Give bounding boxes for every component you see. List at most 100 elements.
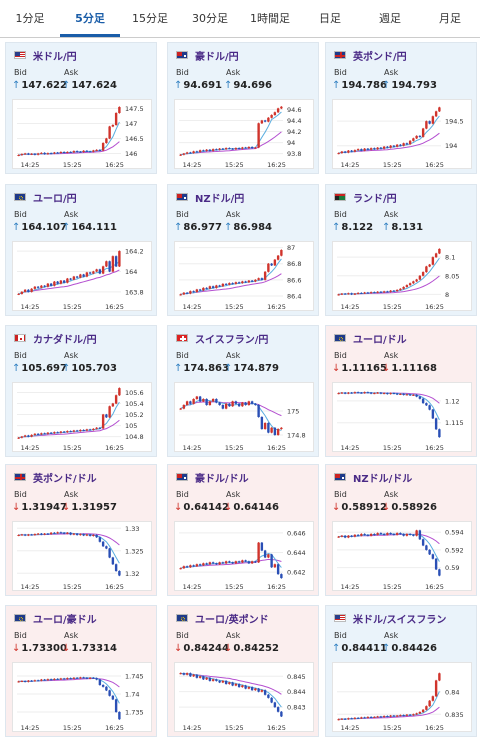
candle	[267, 263, 270, 272]
candlestick-chart[interactable]: 0.594 0.592 0.59 14:25 15:25 16:25	[332, 521, 472, 591]
rate-card[interactable]: スイスフラン/円 Bid Ask ↑174.863 ↑174.879 175 174.8 14…	[167, 325, 319, 457]
candle	[402, 143, 405, 146]
pair-name[interactable]: 英ポンド/円	[353, 51, 407, 63]
rate-card[interactable]: 英ポンド/ドル Bid Ask ↓1.31947 ↓1.31957 1.33 1.325 1.…	[5, 464, 157, 596]
candle	[369, 292, 373, 294]
rate-card[interactable]: ユーロ/円 Bid Ask ↑164.107 ↑164.111 164.2 164 163.8…	[5, 184, 157, 316]
candle	[395, 715, 399, 717]
ma-short-line	[180, 111, 282, 156]
tab-7[interactable]: 月足	[439, 12, 461, 25]
tab-4[interactable]: 1時間足	[250, 12, 290, 25]
candle	[108, 690, 111, 696]
pair-name[interactable]: 米ドル/スイスフラン	[353, 614, 447, 626]
pair-name[interactable]: ランド/円	[353, 193, 397, 205]
candlestick-chart[interactable]: 0.646 0.644 0.642 14:25 15:25 16:25	[174, 521, 314, 591]
rate-card[interactable]: NZドル/円 Bid Ask ↑86.977 ↑86.984 87 86.8 86.6 86.4…	[167, 184, 319, 316]
candle	[88, 534, 92, 536]
pair-name[interactable]: 豪ドル/円	[195, 51, 239, 63]
pair-name[interactable]: NZドル/ドル	[353, 473, 413, 485]
y-tick-label: 93.8	[287, 150, 301, 158]
pair-name[interactable]: ユーロ/豪ドル	[33, 614, 97, 626]
rate-card[interactable]: ランド/円 Bid Ask ↑8.122 ↑8.131 8.1 8.05 8 14:25 15:2…	[325, 184, 477, 316]
y-tick-label: 0.843	[287, 704, 306, 712]
candle	[376, 716, 379, 718]
y-tick-label: 1.12	[445, 397, 459, 405]
candle	[218, 285, 221, 287]
candlestick-chart[interactable]: 0.84 0.835 14:25 15:25 16:25	[332, 662, 472, 732]
rate-card[interactable]: ユーロ/豪ドル Bid Ask ↓1.73300 ↓1.73314 1.745 1.74 1.…	[5, 605, 157, 737]
bid-label: Bid	[14, 490, 27, 499]
arrow-up-icon: ↑	[332, 222, 341, 233]
candle	[405, 533, 409, 536]
pair-name[interactable]: ユーロ/英ポンド	[195, 614, 269, 626]
candle	[418, 530, 422, 540]
candle	[95, 269, 98, 272]
pair-name[interactable]: ユーロ/円	[33, 193, 77, 205]
candle	[114, 395, 118, 404]
rate-card[interactable]: 米ドル/円 Bid Ask ↑147.622 ↑147.624 147.5 147 146.5…	[5, 42, 157, 174]
candle	[69, 678, 72, 680]
candlestick-chart[interactable]: 8.1 8.05 8 14:25 15:25 16:25	[332, 241, 472, 311]
rate-card[interactable]: 豪ドル/ドル Bid Ask ↓0.64142 ↓0.64146 0.646 0.644 0.…	[167, 464, 319, 596]
candlestick-chart[interactable]: 175 174.8 14:25 15:25 16:25	[174, 382, 314, 452]
candle	[412, 138, 415, 141]
candle	[360, 149, 363, 151]
rate-card[interactable]: 英ポンド/円 Bid Ask ↑194.786 ↑194.793 194.5 194 14:2…	[325, 42, 477, 174]
candle	[23, 153, 27, 155]
x-tick-label: 15:25	[63, 724, 82, 732]
bid-value: ↑86.977	[174, 222, 222, 233]
pair-name[interactable]: 豪ドル/ドル	[195, 473, 249, 485]
arrow-down-icon: ↓	[174, 643, 183, 654]
candle	[392, 715, 396, 717]
candlestick-chart[interactable]: 164.2 164 163.8 14:25 15:25 16:25	[12, 241, 152, 311]
arrow-down-icon: ↓	[12, 502, 21, 513]
pair-name[interactable]: 英ポンド/ドル	[33, 473, 97, 485]
rate-card[interactable]: ユーロ/英ポンド Bid Ask ↓0.84244 ↓0.84252 0.845 0.844…	[167, 605, 319, 737]
candlestick-chart[interactable]: 94.6 94.4 94.2 94 93.8 14:25 15:25 16:25	[174, 99, 314, 169]
rate-card[interactable]: カナダドル/円 Bid Ask ↑105.697 ↑105.703 105.6 105.4 1…	[5, 325, 157, 457]
rate-card[interactable]: NZドル/ドル Bid Ask ↓0.58912 ↓0.58926 0.594 0.592 0…	[325, 464, 477, 596]
pair-name[interactable]: スイスフラン/円	[195, 334, 269, 346]
candlestick-chart[interactable]: 194.5 194 14:25 15:25 16:25	[332, 99, 472, 169]
candle	[85, 150, 89, 152]
tab-6[interactable]: 週足	[379, 12, 401, 25]
candle	[399, 144, 402, 146]
flag-icon	[14, 473, 26, 481]
pair-name[interactable]: カナダドル/円	[33, 334, 97, 346]
candlestick-chart[interactable]: 105.6 105.4 105.2 105 104.8 14:25 15:25 16:25	[12, 382, 152, 452]
pair-name[interactable]: ユーロ/ドル	[353, 334, 407, 346]
candle	[82, 429, 85, 431]
candle	[85, 272, 89, 277]
candle	[254, 279, 257, 282]
tab-5[interactable]: 日足	[319, 12, 341, 25]
flag-icon	[334, 51, 346, 59]
candlestick-chart[interactable]: 1.12 1.115 14:25 15:25 16:25	[332, 382, 472, 452]
rate-card[interactable]: ユーロ/ドル Bid Ask ↓1.11165 ↓1.11168 1.12 1.115 14:…	[325, 325, 477, 457]
candle	[49, 679, 53, 681]
card-title: ユーロ/円	[14, 190, 77, 205]
ask-value-text: 8.131	[391, 222, 424, 233]
x-tick-label: 16:25	[425, 583, 444, 591]
candle	[273, 112, 277, 116]
x-tick-label: 15:25	[383, 303, 402, 311]
candle	[195, 674, 199, 678]
pair-name[interactable]: NZドル/円	[195, 193, 245, 205]
candlestick-chart[interactable]: 0.845 0.844 0.843 14:25 15:25 16:25	[174, 662, 314, 732]
tab-0[interactable]: 1分足	[15, 12, 45, 25]
candle	[438, 248, 441, 254]
candlestick-chart[interactable]: 87 86.8 86.6 86.4 14:25 15:25 16:25	[174, 241, 314, 311]
candle	[185, 566, 189, 568]
ask-label: Ask	[226, 210, 241, 219]
candlestick-chart[interactable]: 147.5 147 146.5 146 14:25 15:25 16:25	[12, 99, 152, 169]
candle	[20, 291, 24, 294]
tab-1[interactable]: 5分足	[60, 0, 120, 37]
x-tick-label: 14:25	[21, 444, 40, 452]
tab-2[interactable]: 15分足	[132, 12, 168, 25]
tab-3[interactable]: 30分足	[192, 12, 228, 25]
rate-card[interactable]: 豪ドル/円 Bid Ask ↑94.691 ↑94.696 94.6 94.4 94.2 94 9…	[167, 42, 319, 174]
candlestick-chart[interactable]: 1.745 1.74 1.735 14:25 15:25 16:25	[12, 662, 152, 732]
candle	[92, 677, 95, 679]
rate-card[interactable]: 米ドル/スイスフラン Bid Ask ↑0.84411 ↑0.84426 0.84 0.83…	[325, 605, 477, 737]
pair-name[interactable]: 米ドル/円	[33, 51, 77, 63]
candlestick-chart[interactable]: 1.33 1.325 1.32 14:25 15:25 16:25	[12, 521, 152, 591]
